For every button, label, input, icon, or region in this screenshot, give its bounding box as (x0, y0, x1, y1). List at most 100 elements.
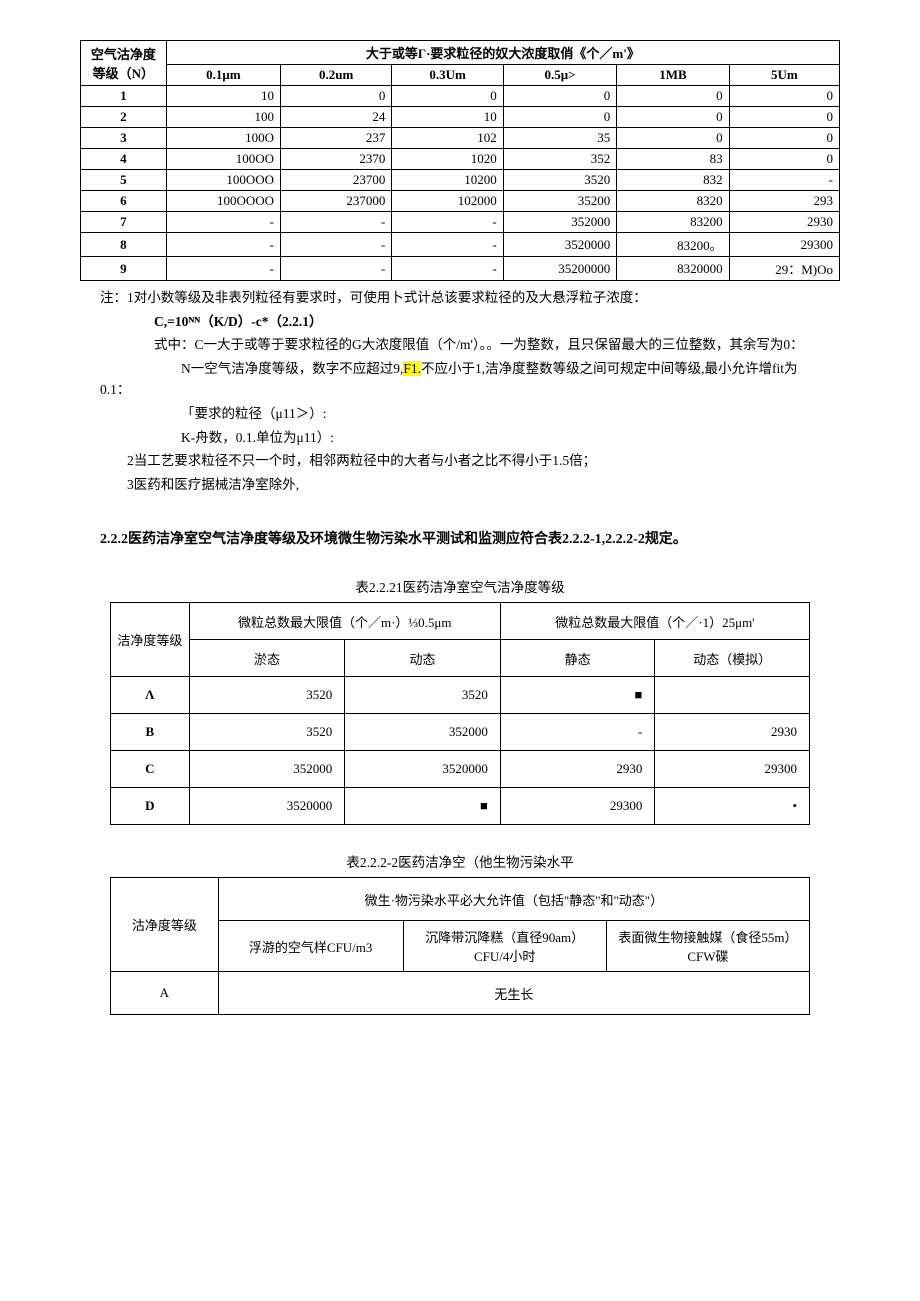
table-cell: - (281, 233, 392, 257)
table-row: B3520352000-2930 (111, 714, 810, 751)
t1-header-span: 大于或等Γ·要求粒径的奴大浓度取俏《个／m'》 (166, 41, 839, 65)
table-cell (655, 677, 810, 714)
table-cell: 3520000 (503, 233, 616, 257)
table-cell: 1 (81, 86, 167, 107)
table-cell: 7 (81, 212, 167, 233)
t1-col-4: 1MB (617, 65, 729, 86)
table-cell: 1020 (392, 149, 503, 170)
table-cell: - (500, 714, 655, 751)
table-cell: 8320 (617, 191, 729, 212)
table-cell: 5 (81, 170, 167, 191)
table-cell: 100OO (166, 149, 280, 170)
note-4: 「要求的粒径（μ11＞）: (100, 403, 820, 425)
table-cell: 10 (166, 86, 280, 107)
t3-col-0: 浮游的空气样CFU/m3 (218, 921, 403, 972)
table3-caption: 表2.2.2-2医药洁净空（他生物污染水平 (60, 851, 860, 871)
table-cell: 100OOOO (166, 191, 280, 212)
table-cell: 8320000 (617, 257, 729, 281)
table-cell: 24 (281, 107, 392, 128)
table-cell: - (281, 212, 392, 233)
table-cell: 0 (281, 86, 392, 107)
table-cell: ■ (345, 788, 501, 825)
t1-col-0: 0.1μm (166, 65, 280, 86)
table-cell: 0 (729, 128, 839, 149)
table-cell: 237 (281, 128, 392, 149)
table-row: 11000000 (81, 86, 840, 107)
table-cell: - (281, 257, 392, 281)
note-3b-highlight: F1. (403, 361, 421, 376)
table-cell: 293 (729, 191, 839, 212)
table-cell: - (166, 212, 280, 233)
table-cell: 237000 (281, 191, 392, 212)
t2-sub-1: 动态 (345, 640, 501, 677)
table-cell: 2930 (729, 212, 839, 233)
table-cell: 83200 (617, 212, 729, 233)
table-cell: 100OOO (166, 170, 280, 191)
t3-h-span: 微生·物污染水平必大允许值（包括"静态"和"动态"） (218, 878, 809, 921)
table-cell: 29：M)Oo (729, 257, 839, 281)
t2-h-span2: 微粒总数最大限值（个／·1）25μm' (500, 603, 809, 640)
table-cell: Λ (111, 677, 190, 714)
table-cell: 23700 (281, 170, 392, 191)
table-cell: 3520 (189, 677, 345, 714)
table-cell: 8 (81, 233, 167, 257)
t3-row-a-value: 无生长 (218, 972, 809, 1015)
table-row: 8---352000083200。29300 (81, 233, 840, 257)
t2-h-left: 洁净度等级 (111, 603, 190, 677)
note-formula: C,=10ᴺᴺ（K/D）-c*（2.2.1） (100, 311, 820, 333)
note-6: 2当工艺要求粒径不只一个时，相邻两粒径中的大者与小者之比不得小于1.5倍； (100, 450, 820, 472)
table-cell: 0 (503, 107, 616, 128)
microbial-contamination-table: 沽净度等级 微生·物污染水平必大允许值（包括"静态"和"动态"） 浮游的空气样C… (110, 877, 810, 1015)
table-cell: 10200 (392, 170, 503, 191)
table-row: C3520003520000293029300 (111, 751, 810, 788)
table-row: Λ35203520■ (111, 677, 810, 714)
notes-block: 注：1对小数等级及非表列粒径有要求时，可使用卜式计总该要求粒径的及大悬浮粒子浓度… (100, 287, 820, 495)
table-cell: 2370 (281, 149, 392, 170)
table-cell: 35 (503, 128, 616, 149)
table-cell: 352000 (345, 714, 501, 751)
table-cell: 2930 (655, 714, 810, 751)
t1-hl2: 等级（N） (93, 66, 154, 81)
table-cell: 102 (392, 128, 503, 149)
table-cell: - (729, 170, 839, 191)
t1-col-3: 0.5μ> (503, 65, 616, 86)
table-cell: 0 (392, 86, 503, 107)
table-cell: 102000 (392, 191, 503, 212)
table-cell: 4 (81, 149, 167, 170)
table-cell: 2 (81, 107, 167, 128)
table2-caption: 表2.2.21医药洁净室空气洁净度等级 (60, 576, 860, 596)
table-cell: 10 (392, 107, 503, 128)
table-cell: ■ (500, 677, 655, 714)
table-cell: 35200 (503, 191, 616, 212)
table-cell: 0 (503, 86, 616, 107)
table-cell: 100O (166, 128, 280, 149)
note-7: 3医药和医疗据械洁净室除外, (100, 474, 820, 496)
note-3a: N一空气洁净度等级，数字不应超过9, (181, 361, 403, 376)
table-cell: C (111, 751, 190, 788)
table-cell: 352000 (189, 751, 345, 788)
note-3: N一空气洁净度等级，数字不应超过9,F1.不应小于1,洁净度整数等级之间可规定中… (100, 358, 820, 401)
pharma-cleanliness-table: 洁净度等级 微粒总数最大限值（个／m·）⅓0.5μm 微粒总数最大限值（个／·1… (110, 602, 810, 825)
note-1: 注：1对小数等级及非表列粒径有要求时，可使用卜式计总该要求粒径的及大悬浮粒子浓度… (100, 287, 820, 309)
t2-h-span1: 微粒总数最大限值（个／m·）⅓0.5μm (189, 603, 500, 640)
table-row: 21002410000 (81, 107, 840, 128)
table-cell: 0 (729, 86, 839, 107)
t2-sub-3: 动态（模拟） (655, 640, 810, 677)
t3-row-a-label: A (111, 972, 219, 1015)
table-cell: 100 (166, 107, 280, 128)
table-cell: 2930 (500, 751, 655, 788)
t3-h-left: 沽净度等级 (111, 878, 219, 972)
table-row: 7---352000832002930 (81, 212, 840, 233)
table-row: D3520000■29300• (111, 788, 810, 825)
table-cell: 0 (617, 107, 729, 128)
table-cell: 0 (729, 149, 839, 170)
table-cell: 35200000 (503, 257, 616, 281)
t2-sub-2: 静态 (500, 640, 655, 677)
t3-col-1: 沉降带沉降糕（直径90am）CFU/4小时 (403, 921, 606, 972)
table-cell: - (392, 212, 503, 233)
table-cell: 352000 (503, 212, 616, 233)
table-cell: 0 (729, 107, 839, 128)
table-cell: 9 (81, 257, 167, 281)
table-cell: B (111, 714, 190, 751)
table-cell: 29300 (655, 751, 810, 788)
